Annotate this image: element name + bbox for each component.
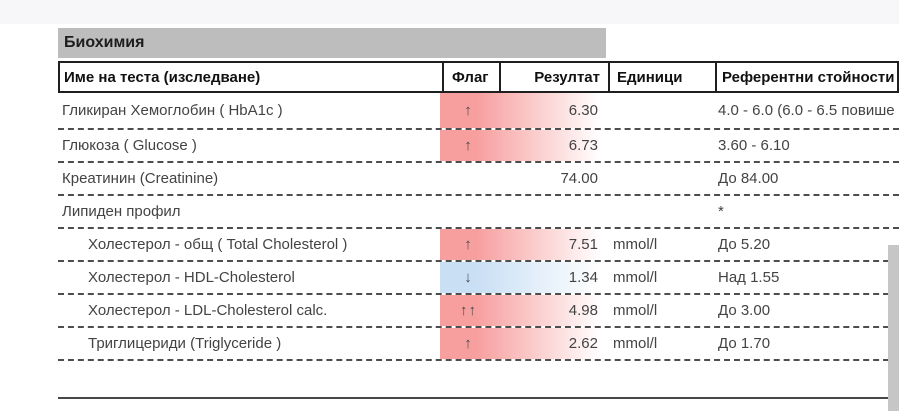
result-cell: 74.00 xyxy=(560,170,598,187)
column-header-result: Резултат xyxy=(499,63,608,91)
reference-cell: До 3.00 xyxy=(718,302,771,319)
result-cell: 1.34 xyxy=(568,269,598,286)
test-name-cell: Липиден профил xyxy=(62,203,181,220)
reference-cell: До 5.20 xyxy=(718,236,771,253)
reference-cell: До 84.00 xyxy=(718,170,779,187)
bottom-divider xyxy=(58,397,899,399)
result-cell: 7.51 xyxy=(568,236,598,253)
test-name-cell: Триглицериди (Triglyceride ) xyxy=(88,335,282,352)
units-cell: mmol/l xyxy=(613,269,658,286)
table-row: Липиден профил * xyxy=(58,196,899,229)
table-row: Триглицериди (Triglyceride ) ↑ 2.62 mmol… xyxy=(58,328,899,361)
column-header-test-name: Име на теста (изследване) xyxy=(64,68,261,86)
result-cell: 4.98 xyxy=(568,302,598,319)
column-header-units: Единици xyxy=(608,63,715,91)
result-cell: 2.62 xyxy=(568,335,598,352)
flag-cell: ↓ xyxy=(464,269,473,286)
result-cell: 6.30 xyxy=(568,102,598,119)
test-name-cell: Креатинин (Creatinine) xyxy=(62,170,219,187)
table-row: Глюкоза ( Glucose ) ↑ 6.73 3.60 - 6.10 xyxy=(58,130,899,163)
flag-cell: ↑ xyxy=(464,102,473,119)
reference-cell: Над 1.55 xyxy=(718,269,780,286)
units-cell: mmol/l xyxy=(613,302,658,319)
column-header-flag: Флаг xyxy=(442,63,499,91)
test-name-cell: Холестерол - LDL-Cholesterol calc. xyxy=(88,302,328,319)
flag-cell: ↑ xyxy=(464,236,473,253)
reference-cell: 4.0 - 6.0 (6.0 - 6.5 повише xyxy=(718,102,895,119)
reference-cell: * xyxy=(718,203,724,220)
results-table: Име на теста (изследване) Флаг Резултат … xyxy=(58,61,899,361)
vertical-scrollbar-thumb[interactable] xyxy=(888,245,899,411)
reference-cell: 3.60 - 6.10 xyxy=(718,137,790,154)
reference-cell: До 1.70 xyxy=(718,335,771,352)
flag-cell: ↑ xyxy=(464,137,473,154)
units-cell: mmol/l xyxy=(613,236,658,253)
flag-cell: ↑ xyxy=(464,335,473,352)
test-name-cell: Холестерол - общ ( Total Cholesterol ) xyxy=(88,236,348,253)
table-header-row: Име на теста (изследване) Флаг Резултат … xyxy=(58,61,899,93)
test-name-cell: Гликиран Хемоглобин ( HbA1c ) xyxy=(62,102,283,119)
table-row: Холестерол - общ ( Total Cholesterol ) ↑… xyxy=(58,229,899,262)
table-row: Гликиран Хемоглобин ( HbA1c ) ↑ 6.30 4.0… xyxy=(58,93,899,130)
section-title: Биохимия xyxy=(58,28,606,58)
flag-cell: ↑↑ xyxy=(460,302,477,319)
table-body: Гликиран Хемоглобин ( HbA1c ) ↑ 6.30 4.0… xyxy=(58,93,899,361)
top-band xyxy=(0,0,899,24)
units-cell: mmol/l xyxy=(613,335,658,352)
table-row: Холестерол - LDL-Cholesterol calc. ↑↑ 4.… xyxy=(58,295,899,328)
table-row: Холестерол - HDL-Cholesterol ↓ 1.34 mmol… xyxy=(58,262,899,295)
test-name-cell: Холестерол - HDL-Cholesterol xyxy=(88,269,295,286)
table-row: Креатинин (Creatinine) 74.00 До 84.00 xyxy=(58,163,899,196)
column-header-reference: Референтни стойности xyxy=(715,63,897,91)
result-cell: 6.73 xyxy=(568,137,598,154)
test-name-cell: Глюкоза ( Glucose ) xyxy=(62,137,197,154)
